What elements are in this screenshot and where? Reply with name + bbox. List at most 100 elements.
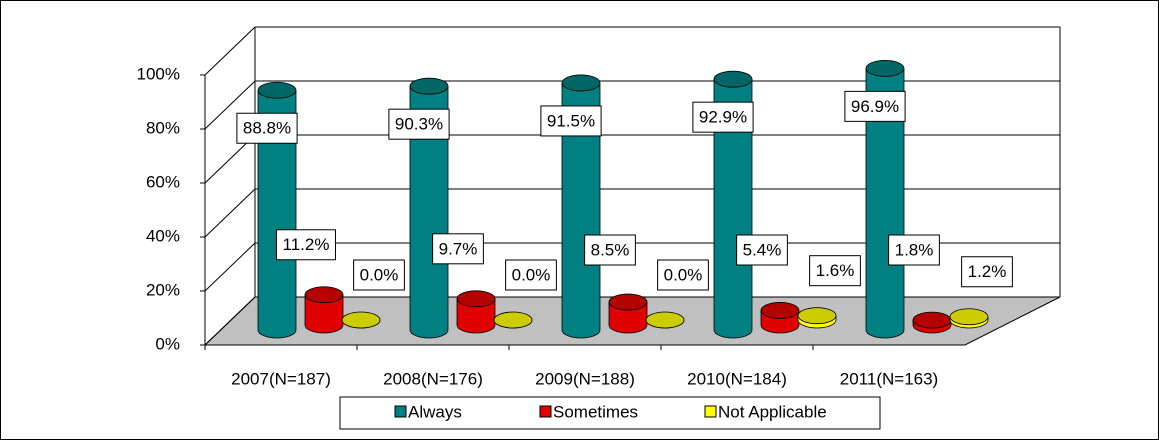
y-tick-label: 60% xyxy=(146,172,180,191)
bar xyxy=(456,290,496,334)
bar-top xyxy=(341,311,381,329)
data-label: 1.6% xyxy=(809,255,861,287)
bar xyxy=(561,74,601,339)
grid-line xyxy=(204,188,1060,238)
bar xyxy=(645,311,685,329)
bar-top xyxy=(645,311,685,329)
bar xyxy=(949,308,989,329)
data-label-box xyxy=(236,112,298,144)
bar xyxy=(760,302,800,334)
y-tick-label: 40% xyxy=(146,226,180,245)
legend-swatch xyxy=(539,405,552,418)
data-label-text: 1.2% xyxy=(968,262,1007,281)
data-label-text: 8.5% xyxy=(591,240,630,259)
data-label-box xyxy=(276,229,336,261)
bar-top xyxy=(257,81,297,99)
bar xyxy=(865,59,905,339)
bar-body xyxy=(456,298,496,334)
bar-top xyxy=(912,311,952,329)
bar xyxy=(341,311,381,329)
data-label: 1.2% xyxy=(961,256,1013,288)
bar-top xyxy=(409,77,449,95)
bar-top xyxy=(713,70,753,88)
data-label-box xyxy=(584,234,636,266)
bar xyxy=(608,293,648,334)
data-label-text: 1.6% xyxy=(816,261,855,280)
grid-line xyxy=(204,242,1060,292)
data-label-text: 1.8% xyxy=(895,240,934,259)
data-label: 0.0% xyxy=(505,259,557,291)
bar xyxy=(409,77,449,339)
bar xyxy=(304,286,344,334)
data-label-box xyxy=(353,259,405,291)
data-label-text: 9.7% xyxy=(439,239,478,258)
x-tick-label: 2007(N=187) xyxy=(231,369,331,388)
bar xyxy=(797,307,837,329)
bar-body xyxy=(713,78,753,339)
bar-top xyxy=(456,290,496,308)
data-label-text: 5.4% xyxy=(743,240,782,259)
data-label: 96.9% xyxy=(844,90,906,122)
data-label-text: 0.0% xyxy=(512,265,551,284)
data-label-text: 92.9% xyxy=(699,108,747,127)
data-label: 8.5% xyxy=(584,234,636,266)
bar-top xyxy=(865,59,905,77)
y-tick-label: 20% xyxy=(146,280,180,299)
bar-body xyxy=(561,82,601,339)
data-label-text: 0.0% xyxy=(664,265,703,284)
data-label: 1.8% xyxy=(888,234,940,266)
data-label-box xyxy=(844,90,906,122)
y-tick-label: 80% xyxy=(146,118,180,137)
data-label-box xyxy=(888,234,940,266)
data-label-box xyxy=(809,255,861,287)
x-tick-label: 2008(N=176) xyxy=(383,369,483,388)
grid-line xyxy=(204,296,1060,346)
bar-body xyxy=(865,67,905,339)
bar-body xyxy=(608,301,648,334)
grid-line xyxy=(204,26,1060,76)
bar-top xyxy=(949,308,989,326)
legend-swatch xyxy=(704,405,717,418)
data-label-text: 91.5% xyxy=(547,111,595,130)
bar-body xyxy=(257,89,297,339)
bar xyxy=(257,81,297,339)
bar-body xyxy=(304,294,344,334)
data-label: 92.9% xyxy=(692,101,754,133)
bar-top xyxy=(797,307,837,325)
data-label-box xyxy=(505,259,557,291)
bar-top xyxy=(561,74,601,92)
bar-top xyxy=(608,293,648,311)
data-label-box xyxy=(961,256,1013,288)
data-label: 0.0% xyxy=(657,259,709,291)
bar-top xyxy=(493,311,533,329)
grid-line xyxy=(204,80,1060,130)
legend-swatch xyxy=(394,405,407,418)
y-tick-label: 0% xyxy=(155,334,180,353)
bar xyxy=(713,70,753,339)
bar-body xyxy=(409,85,449,339)
legend-label: Not Applicable xyxy=(718,402,827,421)
data-label-text: 11.2% xyxy=(283,235,330,254)
data-label-box xyxy=(657,259,709,291)
data-label-box xyxy=(432,233,484,265)
x-tick-label: 2010(N=184) xyxy=(687,369,787,388)
data-label: 9.7% xyxy=(432,233,484,265)
x-tick-label: 2011(N=163) xyxy=(840,369,938,388)
data-label-text: 88.8% xyxy=(243,119,291,138)
data-label-text: 0.0% xyxy=(360,265,399,284)
data-label: 5.4% xyxy=(736,234,788,266)
bar xyxy=(493,311,533,329)
bar xyxy=(912,311,952,334)
data-label-text: 90.3% xyxy=(395,115,443,134)
legend xyxy=(339,396,881,430)
x-tick-label: 2009(N=188) xyxy=(535,369,635,388)
data-label-box xyxy=(388,108,450,140)
data-label: 0.0% xyxy=(353,259,405,291)
data-label: 11.2% xyxy=(276,229,336,261)
bar-top xyxy=(760,302,800,319)
data-label: 91.5% xyxy=(540,105,602,137)
y-tick-label: 100% xyxy=(137,64,180,83)
bar-top xyxy=(304,286,344,304)
data-label-text: 96.9% xyxy=(851,97,899,116)
